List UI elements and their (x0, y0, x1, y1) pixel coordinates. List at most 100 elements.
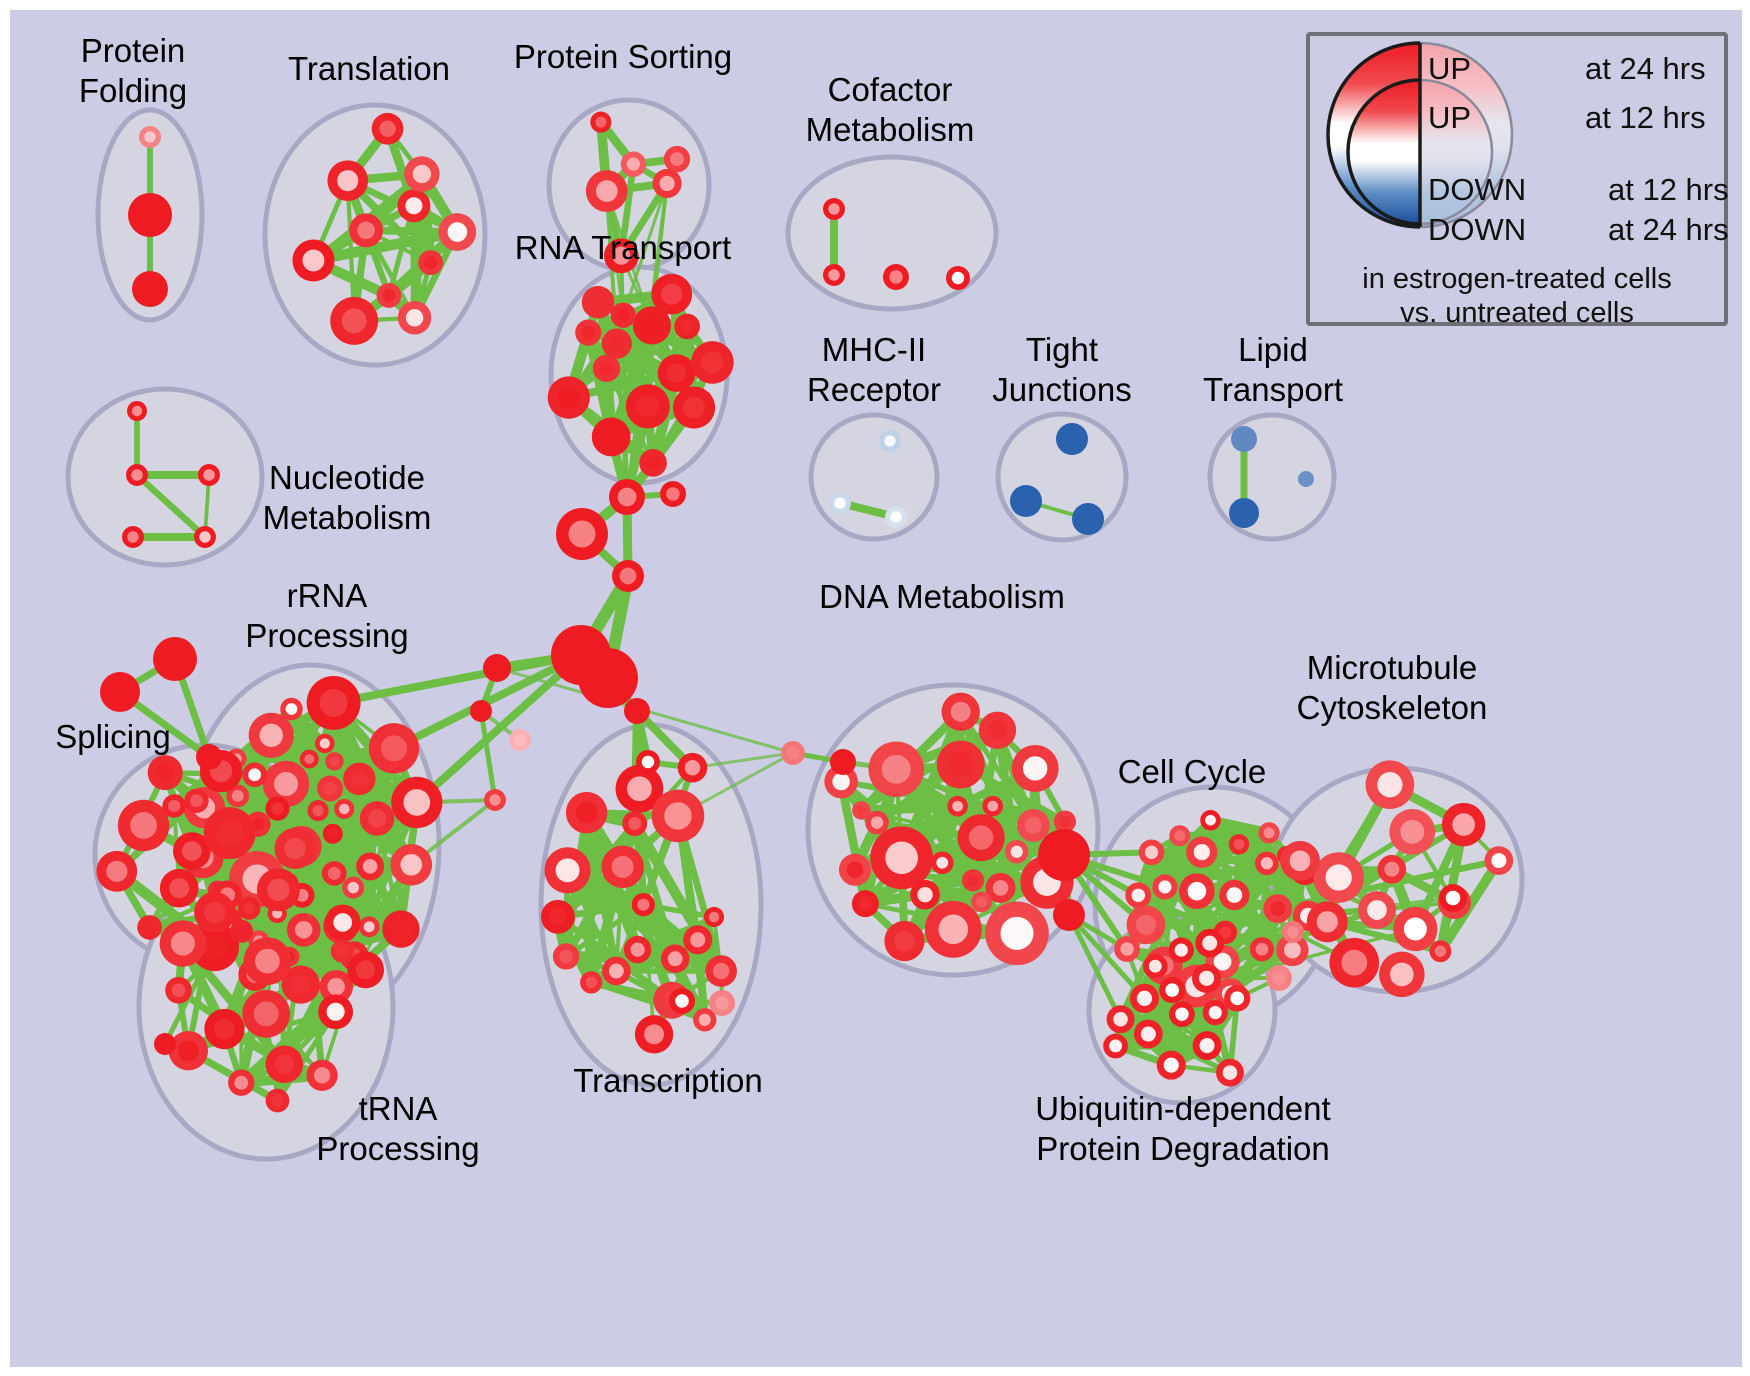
network-node (1202, 999, 1228, 1026)
node-inner-core-12h (684, 759, 701, 776)
node-inner-core-12h (786, 746, 800, 760)
network-node (1142, 953, 1168, 979)
network-node (651, 789, 705, 843)
network-node (262, 760, 310, 808)
node-inner-core-12h (169, 878, 190, 899)
network-node (237, 897, 261, 920)
node-inner-core-12h (235, 925, 248, 938)
node-inner-core-12h (1135, 914, 1156, 935)
cluster-label-tight-junctions: Junctions (992, 371, 1131, 408)
network-node (601, 845, 644, 889)
network-node (693, 1008, 717, 1032)
network-node (957, 814, 1005, 862)
node-inner-core-12h (1219, 926, 1232, 939)
node-inner-core-12h (144, 131, 156, 143)
node-inner-core-12h (1272, 971, 1286, 985)
network-node (705, 955, 737, 987)
node-inner-core-12h (1260, 857, 1273, 870)
network-node (971, 891, 992, 913)
node-inner-core-12h (889, 270, 903, 284)
node-inner-core-12h (1316, 911, 1338, 933)
network-node (390, 844, 433, 886)
network-edge (588, 980, 708, 1023)
network-node (342, 876, 365, 899)
network-node (265, 796, 290, 821)
network-node (397, 189, 431, 223)
node-inner-core-12h (1120, 942, 1134, 956)
network-node (281, 965, 320, 1004)
network-node (274, 827, 316, 870)
node-inner-core-12h (313, 1067, 331, 1084)
node-inner-core-12h (1050, 841, 1078, 869)
network-node (961, 869, 985, 892)
network-node (1389, 808, 1436, 855)
network-node (636, 750, 660, 774)
node-inner-core-12h (203, 901, 226, 924)
network-node (391, 776, 443, 829)
network-node (1133, 1019, 1163, 1049)
network-node (359, 801, 395, 836)
legend-row-1-direction: UP (1428, 100, 1471, 135)
node-inner-core-12h (514, 734, 526, 746)
cluster-label-lipid-transport: Lipid (1238, 331, 1308, 368)
network-node (418, 250, 444, 276)
network-edge (389, 651, 585, 753)
network-node (585, 170, 628, 212)
network-node (852, 801, 871, 820)
network-node (1010, 485, 1042, 517)
cluster-label-mhc2: Receptor (807, 371, 941, 408)
node-inner-core-12h (391, 919, 411, 939)
node-inner-core-12h (379, 120, 396, 137)
node-inner-core-12h (555, 858, 580, 883)
node-inner-core-12h (109, 681, 131, 703)
legend-row-3-time: at 24 hrs (1608, 212, 1729, 247)
network-node (306, 1059, 338, 1091)
network-node (1441, 802, 1486, 847)
node-inner-core-12h (611, 855, 634, 878)
cluster-blob-mhc2 (808, 412, 940, 542)
node-inner-core-12h (1165, 983, 1179, 997)
node-inner-core-12h (675, 994, 689, 1008)
network-node (1229, 498, 1259, 528)
cluster-label-trna: Processing (316, 1130, 479, 1167)
network-node (1125, 882, 1152, 909)
network-edge (621, 181, 669, 317)
node-inner-core-12h (1452, 813, 1475, 836)
node-inner-core-12h (347, 881, 359, 894)
network-node (1439, 884, 1467, 912)
network-node (651, 273, 693, 315)
node-inner-core-12h (1384, 861, 1400, 877)
network-node (601, 328, 632, 359)
network-node (1377, 854, 1407, 884)
network-node (159, 920, 207, 967)
network-node (356, 852, 385, 881)
network-node (194, 891, 236, 934)
node-inner-core-12h (626, 776, 652, 802)
network-node (592, 354, 621, 383)
network-node (602, 956, 631, 986)
node-inner-core-12h (589, 293, 607, 311)
network-node (1255, 851, 1279, 876)
network-node (1016, 808, 1050, 842)
network-node (603, 238, 639, 274)
node-inner-core-12h (585, 976, 597, 989)
node-inner-core-12h (1263, 827, 1275, 839)
cluster-label-splicing: Splicing (55, 718, 171, 755)
network-node (322, 823, 343, 844)
network-edge (554, 819, 639, 921)
node-inner-core-12h (412, 164, 432, 184)
node-inner-core-12h (641, 315, 662, 336)
cluster-label-microtubule: Microtubule (1307, 649, 1478, 686)
node-inner-core-12h (645, 455, 661, 471)
node-inner-core-12h (327, 828, 338, 839)
cluster-label-dna-metabolism: DNA Metabolism (819, 578, 1065, 615)
network-node (1216, 1058, 1244, 1087)
cluster-blob-lipid-transport (1207, 412, 1337, 542)
legend-panel: UP at 24 hrs UP at 12 hrs DOWN at 12 hrs… (1306, 32, 1729, 329)
network-node (823, 264, 845, 286)
node-inner-core-12h (828, 269, 840, 281)
network-node (194, 526, 216, 548)
node-inner-core-12h (992, 880, 1009, 896)
node-inner-core-12h (1237, 432, 1251, 446)
